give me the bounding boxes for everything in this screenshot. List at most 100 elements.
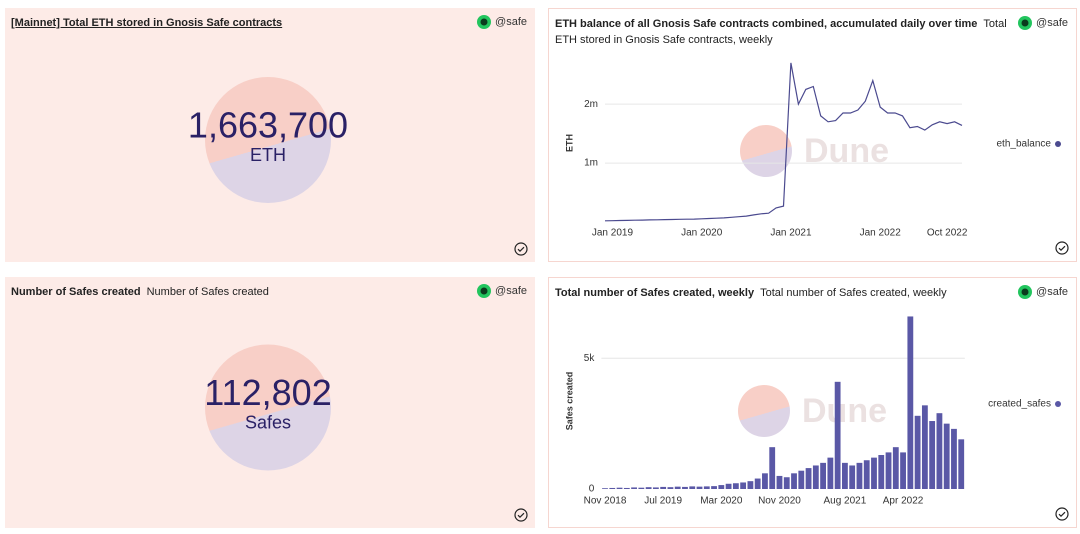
title[interactable]: [Mainnet] Total ETH stored in Gnosis Saf…: [11, 17, 283, 29]
bar: [798, 470, 805, 489]
subtitle: Total number of Safes created, weekly: [760, 287, 947, 299]
author[interactable]: @safe: [477, 15, 527, 29]
watermark: Dune: [802, 392, 887, 430]
legend-marker: [1055, 401, 1061, 407]
bar: [914, 415, 921, 489]
x-tick-label: Mar 2020: [700, 496, 743, 507]
bar: [652, 487, 659, 489]
y-axis-label: ETH: [564, 134, 574, 152]
bar: [674, 486, 681, 489]
bar: [849, 465, 856, 489]
author-name: @safe: [1036, 17, 1068, 29]
x-tick-label: Oct 2022: [927, 228, 968, 239]
bar: [667, 487, 674, 489]
panel: [Mainnet] Total ETH stored in Gnosis Saf…: [5, 8, 535, 262]
bar: [827, 457, 834, 489]
bar: [696, 486, 703, 489]
bar: [638, 487, 645, 489]
bar: [936, 413, 943, 489]
counter-unit: ETH: [250, 145, 286, 165]
bar: [660, 486, 667, 489]
y-tick-label: 5k: [584, 353, 596, 364]
panel: Total number of Safes created, weekly Tot…: [548, 277, 1077, 528]
bar: [631, 487, 637, 489]
bar: [783, 477, 790, 489]
legend-label: eth_balance: [997, 139, 1052, 150]
bar: [703, 486, 710, 489]
avatar: [1018, 16, 1033, 30]
x-tick-label: Jan 2020: [681, 228, 723, 239]
check-icon[interactable]: [1055, 507, 1069, 521]
legend-marker: [1055, 141, 1061, 147]
counter-unit: Safes: [245, 412, 291, 432]
bar: [754, 478, 761, 489]
x-tick-label: Aug 2021: [823, 496, 866, 507]
x-tick-label: Jan 2019: [592, 228, 634, 239]
check-icon[interactable]: [514, 508, 528, 522]
bar: [762, 473, 768, 489]
line-chart: Dune 1m 2m Jan 2019 Jan 2020 Jan 2021 Jan 2022…: [564, 62, 1061, 239]
avatar: [477, 15, 492, 29]
bar: [747, 481, 754, 489]
bar: [929, 421, 936, 489]
bar: [805, 468, 812, 489]
author-name: @safe: [495, 285, 527, 297]
author-name: @safe: [1036, 286, 1068, 298]
bar: [776, 475, 783, 489]
check-icon[interactable]: [514, 242, 528, 256]
title: ETH balance of all Gnosis Safe contracts…: [555, 18, 978, 30]
bar: [718, 485, 725, 489]
counter-value: 112,802: [204, 372, 331, 413]
header: Total number of Safes created, weekly Tot…: [555, 285, 1015, 301]
bar: [616, 487, 623, 489]
bar: [682, 486, 688, 489]
bar: [951, 428, 957, 489]
author-name: @safe: [495, 16, 527, 28]
bar: [732, 483, 739, 489]
author[interactable]: @safe: [477, 284, 527, 298]
legend-label: created_safes: [988, 399, 1051, 410]
header: ETH balance of all Gnosis Safe contracts…: [555, 16, 1015, 48]
bar: [885, 452, 892, 489]
x-tick-label: Nov 2020: [758, 496, 801, 507]
x-tick-label: Nov 2018: [584, 496, 627, 507]
bar: [689, 486, 696, 489]
line: [604, 62, 963, 222]
check-icon[interactable]: [1055, 241, 1069, 255]
bar: [878, 455, 885, 489]
author[interactable]: @safe: [1018, 16, 1068, 30]
header: [Mainnet] Total ETH stored in Gnosis Saf…: [11, 15, 471, 31]
avatar: [1018, 285, 1033, 299]
bar: [892, 447, 899, 489]
bar: [769, 447, 776, 489]
bar: [820, 462, 827, 489]
bar: [863, 460, 870, 489]
bar: [609, 487, 616, 489]
bar: [711, 486, 717, 489]
bar: [958, 439, 965, 489]
avatar: [477, 284, 492, 298]
x-tick-label: Jan 2022: [860, 228, 902, 239]
bar: [842, 462, 848, 489]
subtitle: Number of Safes created: [146, 286, 269, 298]
bar-chart: Dune 0 5k Nov 2018 Jul 2019 Mar 2020 Nov 2020 A…: [564, 316, 1061, 507]
title: Total number of Safes created, weekly: [555, 287, 755, 299]
bar: [791, 473, 797, 489]
y-axis-label: Safes created: [564, 372, 574, 431]
y-tick-label: 1m: [584, 158, 598, 169]
x-tick-label: Jan 2021: [770, 228, 812, 239]
panel: Number of Safes created Number of Safes c…: [5, 277, 535, 528]
bar: [602, 488, 608, 489]
bar: [921, 405, 928, 489]
x-tick-label: Apr 2022: [883, 496, 924, 507]
author[interactable]: @safe: [1018, 285, 1068, 299]
bar: [871, 457, 877, 489]
watermark: Dune: [804, 132, 889, 170]
x-tick-label: Jul 2019: [644, 496, 682, 507]
subtitle: Total ETH stored in Gnosis Safe contract…: [555, 18, 1007, 46]
panel: ETH balance of all Gnosis Safe contracts…: [548, 8, 1077, 262]
bar: [623, 487, 630, 489]
